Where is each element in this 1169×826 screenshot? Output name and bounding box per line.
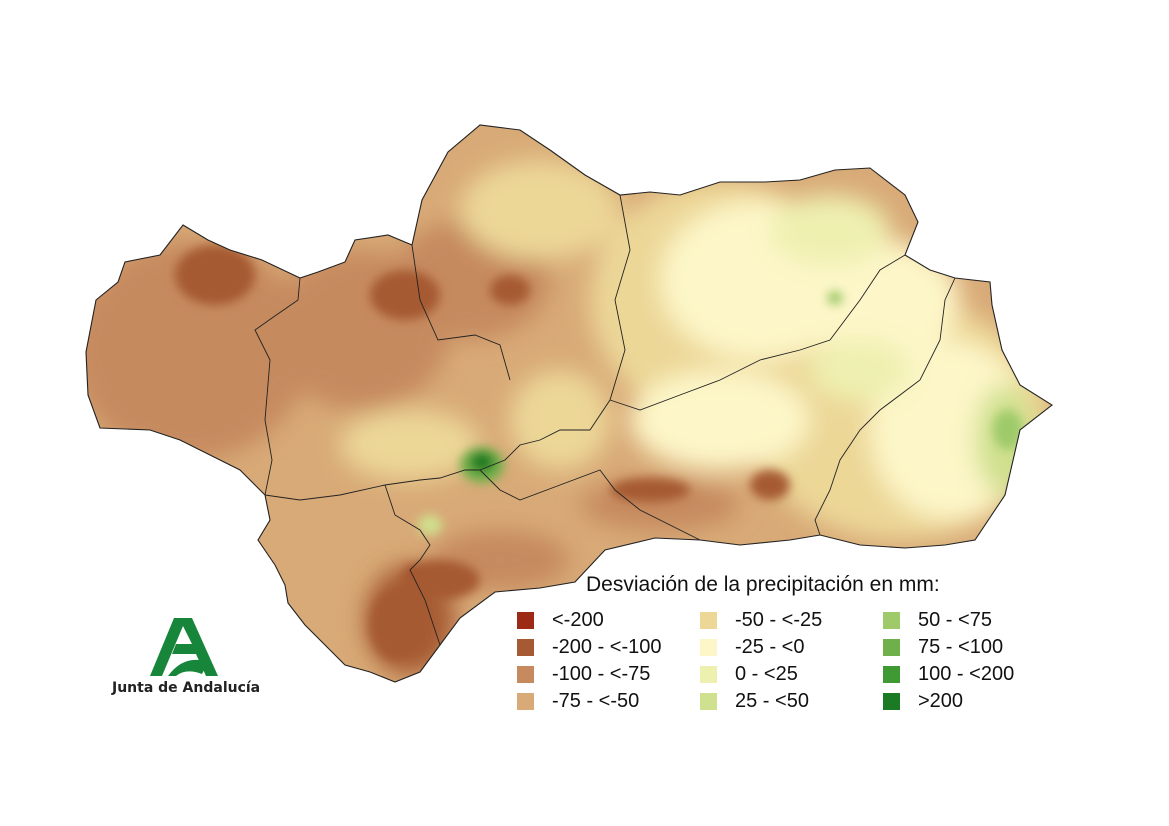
legend-swatch xyxy=(517,666,534,683)
legend-label: -25 - <0 xyxy=(735,636,805,658)
legend-label: 25 - <50 xyxy=(735,690,809,712)
legend-swatch xyxy=(883,666,900,683)
legend-label: 75 - <100 xyxy=(918,636,1004,658)
legend-item: -200 - <-100 xyxy=(517,634,700,661)
legend-swatch xyxy=(883,693,900,710)
legend-swatch xyxy=(700,612,717,629)
legend-label: 100 - <200 xyxy=(918,663,1015,685)
legend-item: 100 - <200 xyxy=(883,661,1066,688)
legend-swatch xyxy=(517,693,534,710)
legend-swatch xyxy=(517,639,534,656)
legend-label: 0 - <25 xyxy=(735,663,798,685)
legend-item: >200 xyxy=(883,688,1066,715)
legend-item: -100 - <-75 xyxy=(517,661,700,688)
legend-label: -200 - <-100 xyxy=(552,636,662,658)
legend-swatch xyxy=(700,666,717,683)
legend-title: Desviación de la precipitación en mm: xyxy=(586,573,940,596)
logo-text: Junta de Andalucía xyxy=(112,680,261,696)
legend-label: -50 - <-25 xyxy=(735,609,823,631)
province-boundaries xyxy=(85,124,1053,683)
legend-item: -50 - <-25 xyxy=(700,607,883,634)
legend: <-200 -200 - <-100 -100 - <-75 -75 - <-50 -5… xyxy=(517,607,1066,715)
legend-label: 50 - <75 xyxy=(918,609,992,631)
legend-swatch xyxy=(883,612,900,629)
legend-item: 75 - <100 xyxy=(883,634,1066,661)
legend-item: <-200 xyxy=(517,607,700,634)
legend-swatch xyxy=(517,612,534,629)
legend-swatch xyxy=(700,693,717,710)
legend-item: 0 - <25 xyxy=(700,661,883,688)
andalucia-a-logo-icon xyxy=(150,618,218,676)
legend-label: >200 xyxy=(918,690,964,712)
legend-item: -75 - <-50 xyxy=(517,688,700,715)
legend-label: -100 - <-75 xyxy=(552,663,651,685)
legend-item: 50 - <75 xyxy=(883,607,1066,634)
precipitation-field xyxy=(86,125,1052,682)
legend-swatch xyxy=(700,639,717,656)
legend-label: -75 - <-50 xyxy=(552,690,640,712)
legend-item: -25 - <0 xyxy=(700,634,883,661)
legend-label: <-200 xyxy=(552,609,604,631)
legend-swatch xyxy=(883,639,900,656)
junta-de-andalucia-logo: Junta de Andalucía xyxy=(112,614,261,700)
legend-item: 25 - <50 xyxy=(700,688,883,715)
